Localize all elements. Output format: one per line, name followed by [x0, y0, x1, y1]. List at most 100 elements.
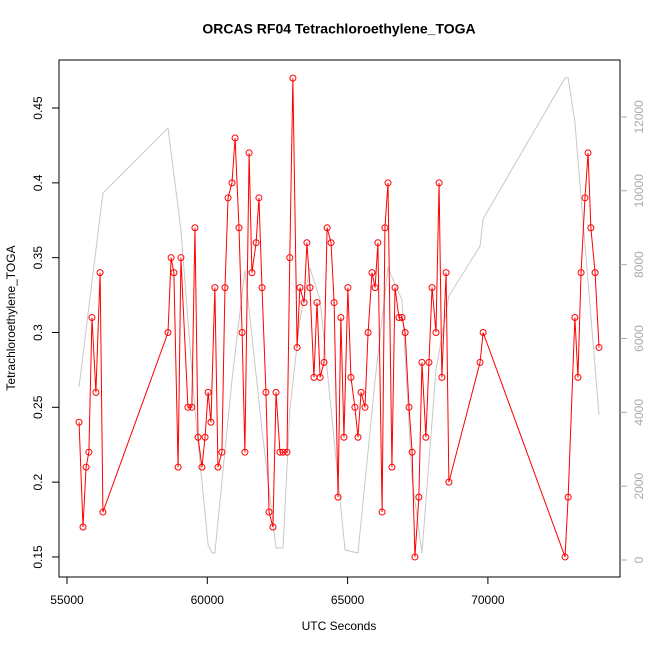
point — [85, 448, 93, 456]
chart-title: ORCAS RF04 Tetrachloroethylene_TOGA — [202, 21, 475, 37]
point — [170, 269, 178, 277]
point — [445, 478, 453, 486]
point — [351, 403, 359, 411]
point — [214, 463, 222, 471]
y-tick-label: 0.25 — [31, 395, 45, 419]
point — [238, 328, 246, 336]
point — [581, 194, 589, 202]
point — [384, 179, 392, 187]
point — [330, 299, 338, 307]
point — [438, 373, 446, 381]
point — [364, 328, 372, 336]
point — [479, 328, 487, 336]
point — [92, 388, 100, 396]
y-tick-label: 0.4 — [31, 174, 45, 191]
y2-tick-label: 8000 — [632, 251, 646, 278]
point — [395, 314, 403, 322]
point — [401, 328, 409, 336]
point — [334, 493, 342, 501]
point — [191, 224, 199, 232]
point — [289, 74, 297, 82]
point — [388, 463, 396, 471]
point — [248, 269, 256, 277]
point — [296, 284, 304, 292]
point — [201, 433, 209, 441]
y2-tick-label: 12000 — [632, 100, 646, 134]
y2-tick-label: 10000 — [632, 174, 646, 208]
point — [211, 284, 219, 292]
point — [207, 418, 215, 426]
point — [306, 284, 314, 292]
point — [574, 373, 582, 381]
y2-tick-label: 0 — [632, 556, 646, 563]
point — [283, 448, 291, 456]
point — [411, 553, 419, 561]
point — [245, 149, 253, 157]
point — [391, 284, 399, 292]
point — [194, 433, 202, 441]
y2-tick-label: 2000 — [632, 473, 646, 500]
point — [231, 134, 239, 142]
point — [435, 179, 443, 187]
point — [293, 343, 301, 351]
point — [79, 523, 87, 531]
point — [577, 269, 585, 277]
point — [357, 388, 365, 396]
point — [561, 553, 569, 561]
point — [442, 269, 450, 277]
x-tick-label: 60000 — [191, 593, 225, 607]
y-tick-label: 0.2 — [31, 473, 45, 490]
point — [82, 463, 90, 471]
point — [398, 314, 406, 322]
point — [174, 463, 182, 471]
point — [316, 373, 324, 381]
point — [371, 284, 379, 292]
y-tick-label: 0.35 — [31, 246, 45, 270]
point — [218, 448, 226, 456]
point — [75, 418, 83, 426]
point — [584, 149, 592, 157]
point — [188, 403, 196, 411]
point — [198, 463, 206, 471]
point — [255, 194, 263, 202]
point — [422, 433, 430, 441]
point — [313, 299, 321, 307]
x-axis-label: UTC Seconds — [302, 619, 377, 633]
point — [587, 224, 595, 232]
point — [327, 239, 335, 247]
point — [167, 254, 175, 262]
point — [96, 269, 104, 277]
point — [361, 403, 369, 411]
y2-tick-label: 6000 — [632, 325, 646, 352]
point — [337, 314, 345, 322]
y-tick-label: 0.3 — [31, 324, 45, 341]
point — [184, 403, 192, 411]
point — [425, 358, 433, 366]
point — [354, 433, 362, 441]
y2-tick-label: 4000 — [632, 399, 646, 426]
point — [418, 358, 426, 366]
point — [408, 448, 416, 456]
point — [323, 224, 331, 232]
point — [88, 314, 96, 322]
point — [320, 358, 328, 366]
point — [258, 284, 266, 292]
point — [347, 373, 355, 381]
series-line — [78, 78, 600, 558]
point — [241, 448, 249, 456]
point — [164, 328, 172, 336]
point — [378, 508, 386, 516]
point — [265, 508, 273, 516]
y-tick-label: 0.45 — [31, 96, 45, 120]
point — [286, 254, 294, 262]
point — [262, 388, 270, 396]
point — [340, 433, 348, 441]
point — [428, 284, 436, 292]
point — [344, 284, 352, 292]
point — [228, 179, 236, 187]
y-axis-label: Tetrachloroethylene_TOGA — [4, 245, 18, 390]
x-tick-label: 70000 — [471, 593, 505, 607]
point — [368, 269, 376, 277]
point — [432, 328, 440, 336]
